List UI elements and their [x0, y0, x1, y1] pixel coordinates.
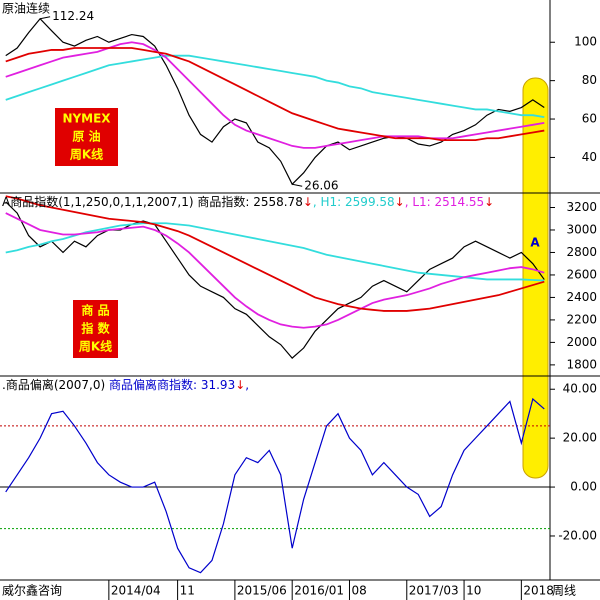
y-tick-label: 3200	[566, 200, 597, 214]
y-tick-label: 20.00	[563, 431, 597, 445]
header-part: .商品偏离(2007,0)	[2, 377, 105, 392]
box-label: 周K线	[70, 147, 103, 162]
label-box	[55, 108, 118, 166]
y-tick-label: 2600	[566, 267, 597, 281]
box-label: 原 油	[72, 129, 100, 144]
x-tick-label: 08	[351, 584, 366, 598]
x-tick-label: 2014/04	[111, 584, 161, 598]
header-part: 商品偏离商指数: 31.93	[105, 377, 235, 392]
header-part: ↓	[484, 195, 494, 209]
series-line	[5, 195, 545, 312]
panel-header: .商品偏离(2007,0) 商品偏离商指数: 31.93↓,	[2, 377, 249, 392]
footer-label: 威尔鑫咨询	[2, 583, 62, 598]
header-part: 商品指数: 2558.78	[194, 194, 303, 209]
annotation: 112.24	[52, 9, 94, 23]
header-part: ↓	[395, 195, 405, 209]
y-tick-label: 2000	[566, 335, 597, 349]
x-tick-label: 2017/03	[409, 584, 459, 598]
annotation: 26.06	[304, 179, 338, 193]
series-line	[5, 397, 545, 574]
series-line	[5, 54, 545, 119]
annotation-leader	[292, 183, 303, 187]
header-part: ,	[245, 378, 249, 392]
y-tick-label: 40.00	[563, 382, 597, 396]
box-label: 商 品	[81, 303, 109, 318]
series-line	[5, 47, 545, 142]
header-part: ↓	[235, 378, 245, 392]
label-box	[73, 300, 118, 358]
header-part: , H1: 2599.58	[313, 195, 395, 209]
y-tick-label: 100	[574, 35, 597, 49]
box-label: NYMEX	[62, 112, 111, 126]
series-line	[5, 222, 545, 282]
chart-title: 原油连续	[2, 1, 50, 16]
series-line	[5, 212, 545, 329]
highlight-band	[522, 77, 549, 479]
y-tick-label: 40	[582, 150, 597, 164]
series-line	[5, 17, 545, 186]
y-tick-label: 60	[582, 112, 597, 126]
y-tick-label: 80	[582, 73, 597, 87]
panel-header: A商品指数(1,1,250,0,1,1,2007,1) 商品指数: 2558.7…	[2, 194, 494, 209]
header-part: A商品指数(1,1,250,0,1,1,2007,1)	[2, 194, 194, 209]
y-tick-label: 1800	[566, 357, 597, 371]
x-tick-label: 10	[466, 584, 481, 598]
footer-label: 周线	[552, 584, 576, 598]
series-line	[5, 41, 545, 149]
y-tick-label: 3000	[566, 222, 597, 236]
header-part: , L1: 2514.55	[405, 195, 484, 209]
annotation-leader	[40, 16, 51, 20]
x-tick-label: 2015/06	[237, 584, 287, 598]
y-tick-label: 2800	[566, 245, 597, 259]
header-part: ↓	[303, 195, 313, 209]
y-tick-label: 0.00	[570, 480, 597, 494]
y-tick-label: 2200	[566, 312, 597, 326]
y-tick-label: -20.00	[558, 528, 597, 542]
y-tick-label: 2400	[566, 290, 597, 304]
marker-label: A	[530, 236, 540, 250]
box-label: 指 数	[81, 321, 110, 336]
x-tick-label: 11	[180, 584, 195, 598]
series-line	[5, 201, 545, 359]
x-tick-label: 2018	[523, 584, 554, 598]
box-label: 周K线	[79, 339, 112, 354]
x-tick-label: 2016/01	[294, 584, 344, 598]
